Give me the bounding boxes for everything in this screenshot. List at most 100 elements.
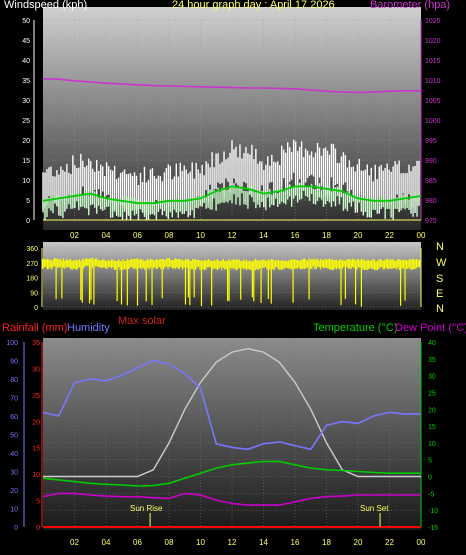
max-solar-label: Max solar xyxy=(118,315,166,327)
rain-y-tick-label: 0 xyxy=(36,525,40,532)
wind-x-tick-label: 02 xyxy=(70,231,79,240)
direction-y-tick-label: 180 xyxy=(26,276,38,283)
wind-x-tick-label: 18 xyxy=(322,231,331,240)
barometer-y-tick-label: 1010 xyxy=(425,78,441,85)
wind-x-tick-label: 00 xyxy=(417,231,426,240)
climate-x-tick-label: 14 xyxy=(259,538,268,547)
barometer-label: Barometer (hpa) xyxy=(370,0,450,11)
humidity-y-tick-label: 30 xyxy=(10,470,18,477)
wind-y-tick-label: 0 xyxy=(26,218,30,225)
wind-y-tick-label: 15 xyxy=(22,158,30,165)
temp-y-tick-label: 20 xyxy=(428,407,436,414)
direction-panel-bg xyxy=(43,242,421,310)
climate-x-tick-label: 02 xyxy=(70,538,79,547)
temp-y-tick-label: -15 xyxy=(428,525,438,532)
temp-y-tick-label: -5 xyxy=(428,491,434,498)
humidity-y-tick-label: 50 xyxy=(10,433,18,440)
climate-x-tick-label: 18 xyxy=(322,538,331,547)
temp-y-tick-label: -10 xyxy=(428,508,438,515)
barometer-y-tick-label: 1015 xyxy=(425,58,441,65)
humidity-line xyxy=(42,359,421,451)
climate-x-tick-label: 04 xyxy=(102,538,111,547)
sunset-label: Sun Set xyxy=(360,504,389,513)
barometer-y-tick-label: 985 xyxy=(425,178,437,185)
barometer-y-tick-label: 1020 xyxy=(425,38,441,45)
temp-y-tick-label: 0 xyxy=(428,475,432,482)
wind-y-tick-label: 50 xyxy=(22,18,30,25)
rain-y-tick-label: 30 xyxy=(32,366,40,373)
wind-y-tick-label: 5 xyxy=(26,198,30,205)
direction-y-tick-label: 90 xyxy=(30,290,38,297)
windspeed-line xyxy=(42,185,422,205)
barometer-line xyxy=(42,78,421,94)
climate-x-tick-label: 08 xyxy=(165,538,174,547)
climate-x-tick-label: 06 xyxy=(133,538,142,547)
rain-y-tick-label: 35 xyxy=(32,340,40,347)
barometer-y-tick-label: 1005 xyxy=(425,98,441,105)
temp-y-tick-label: 25 xyxy=(428,390,436,397)
temp-y-tick-label: 5 xyxy=(428,458,432,465)
chart-title: 24 hour graph day : April 17 2026 xyxy=(172,0,335,11)
wind-x-tick-label: 12 xyxy=(228,231,237,240)
wind-y-tick-label: 10 xyxy=(22,178,30,185)
climate-panel-series xyxy=(42,347,421,528)
temperature-label: Temperature (°C) xyxy=(313,322,397,334)
barometer-y-tick-label: 975 xyxy=(425,218,437,225)
humidity-y-tick-label: 20 xyxy=(10,488,18,495)
wind-x-tick-label: 08 xyxy=(165,231,174,240)
barometer-y-tick-label: 1000 xyxy=(425,118,441,125)
wind-x-tick-label: 10 xyxy=(196,231,205,240)
rain-y-tick-label: 20 xyxy=(32,419,40,426)
windspeed-label: Windspeed (kph) xyxy=(4,0,87,11)
dewpoint-line xyxy=(42,492,421,506)
wind-y-tick-label: 25 xyxy=(22,118,30,125)
climate-x-tick-label: 12 xyxy=(228,538,237,547)
wind-x-tick-label: 04 xyxy=(102,231,111,240)
rainfall-label: Rainfall (mm) xyxy=(2,322,67,334)
wind-x-tick-label: 22 xyxy=(385,231,394,240)
direction-panel-axes: 0 90 180 270 360 xyxy=(26,246,422,312)
wind-panel-axes: 0510152025303540455097598098599099510001… xyxy=(22,18,440,240)
barometer-y-tick-label: 980 xyxy=(425,198,437,205)
wind-x-tick-label: 14 xyxy=(259,231,268,240)
humidity-y-tick-label: 60 xyxy=(10,414,18,421)
wind-y-tick-label: 30 xyxy=(22,98,30,105)
temp-y-tick-label: 35 xyxy=(428,357,436,364)
climate-x-tick-label: 10 xyxy=(196,538,205,547)
climate-x-tick-label: 20 xyxy=(354,538,363,547)
wind-y-tick-label: 35 xyxy=(22,78,30,85)
direction-y-tick-label: 360 xyxy=(26,246,38,253)
barometer-y-tick-label: 990 xyxy=(425,158,437,165)
humidity-label: Humidity xyxy=(67,322,110,334)
rain-y-tick-label: 5 xyxy=(36,499,40,506)
climate-x-tick-label: 00 xyxy=(417,538,426,547)
direction-y-tick-label: 270 xyxy=(26,261,38,268)
wind-x-tick-label: 16 xyxy=(291,231,300,240)
temp-y-tick-label: 30 xyxy=(428,374,436,381)
compass-e: E xyxy=(436,288,443,300)
humidity-y-tick-label: 70 xyxy=(10,396,18,403)
temp-y-tick-label: 10 xyxy=(428,441,436,448)
compass-n-top: N xyxy=(436,241,444,253)
wind-y-tick-label: 40 xyxy=(22,58,30,65)
wind-y-tick-label: 45 xyxy=(22,38,30,45)
climate-x-tick-label: 16 xyxy=(291,538,300,547)
temp-y-tick-label: 15 xyxy=(428,424,436,431)
max-solar-line xyxy=(43,347,421,478)
wind-x-tick-label: 06 xyxy=(133,231,142,240)
rain-y-tick-label: 15 xyxy=(32,446,40,453)
sunrise-label: Sun Rise xyxy=(130,504,163,513)
humidity-y-tick-label: 100 xyxy=(6,340,18,347)
rain-y-tick-label: 25 xyxy=(32,393,40,400)
temp-y-tick-label: 40 xyxy=(428,340,436,347)
wind-panel-series xyxy=(42,78,422,220)
compass-w: W xyxy=(436,257,447,269)
direction-y-tick-label: 0 xyxy=(34,305,38,312)
rain-y-tick-label: 10 xyxy=(32,472,40,479)
compass-s: S xyxy=(436,273,443,285)
compass-n-bottom: N xyxy=(436,303,444,315)
barometer-y-tick-label: 1025 xyxy=(425,18,441,25)
barometer-y-tick-label: 995 xyxy=(425,138,437,145)
